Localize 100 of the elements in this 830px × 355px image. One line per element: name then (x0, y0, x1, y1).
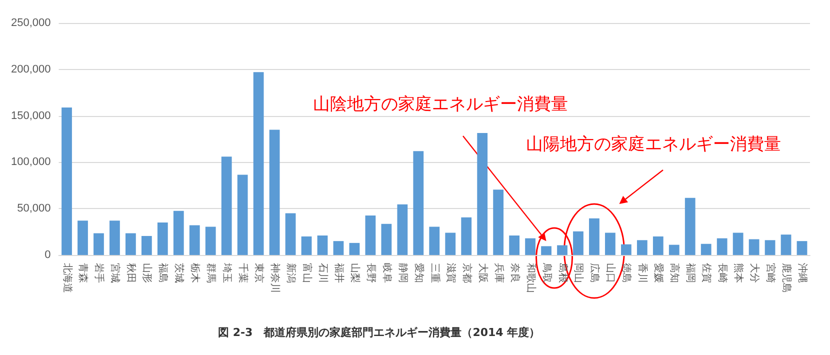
x-tick-label: 愛知 (412, 263, 425, 283)
x-tick-label: 奈良 (508, 263, 521, 283)
bar (189, 225, 200, 255)
x-tick-label: 和歌山 (524, 263, 537, 293)
x-tick-label: 静岡 (396, 263, 409, 283)
bar (333, 241, 344, 255)
x-tick-label: 滋賀 (444, 263, 457, 283)
bar (349, 242, 360, 255)
x-tick-label: 秋田 (125, 263, 138, 283)
x-tick-label: 佐賀 (700, 263, 713, 283)
bar (732, 232, 744, 255)
x-tick-label: 栃木 (189, 263, 202, 283)
y-tick-label: 100,000 (10, 156, 51, 168)
x-tick-label: 三重 (428, 263, 441, 283)
bar (668, 244, 680, 255)
x-tick-label: 石川 (316, 263, 329, 283)
bar (237, 174, 248, 255)
bar (173, 210, 184, 255)
x-tick-label: 京都 (460, 263, 473, 283)
bar (78, 220, 88, 255)
x-tick-label: 高知 (668, 263, 681, 283)
x-tick-label: 埼玉 (221, 262, 234, 283)
y-tick-label: 250,000 (10, 17, 51, 29)
bar (365, 216, 376, 255)
annotation: 山陽地方の家庭エネルギー消費量 (526, 134, 781, 154)
bar (301, 236, 312, 255)
bar (381, 224, 392, 255)
text: 図 2-3 都道府県別の家庭部門エネルギー消費量（2014 年度） (218, 326, 540, 339)
x-tick-label: 熊本 (732, 263, 745, 283)
bar (573, 231, 584, 255)
bar (125, 233, 136, 255)
bar (796, 241, 808, 255)
x-tick-label: 北海道 (61, 263, 74, 293)
x-tick-label: 茨城 (173, 263, 186, 283)
x-tick-label: 長野 (364, 263, 376, 283)
x-tick-label: 宮崎 (764, 263, 777, 283)
x-tick-label: 富山 (301, 263, 314, 283)
bar (221, 156, 232, 255)
bar (780, 234, 792, 255)
bar (445, 232, 456, 255)
x-tick-label: 新潟 (285, 263, 298, 283)
bar (636, 240, 648, 255)
x-tick-label: 福井 (332, 263, 345, 283)
bar (253, 72, 264, 255)
x-tick-label: 青森 (77, 263, 90, 283)
x-tick-label: 山梨 (348, 263, 361, 283)
y-tick-label: 50,000 (17, 202, 51, 215)
x-tick-label: 長崎 (716, 263, 729, 283)
bar (397, 204, 408, 255)
bar (269, 130, 280, 255)
x-tick-label: 島根 (556, 263, 569, 283)
x-tick-label: 岐阜 (380, 263, 393, 283)
x-tick-label: 鳥取 (540, 262, 553, 283)
x-tick-label: 徳島 (620, 263, 633, 283)
x-tick-label: 宮城 (109, 263, 122, 283)
x-tick-label: 千葉 (237, 263, 250, 283)
x-tick-label: 神奈川 (269, 263, 282, 293)
bar (764, 240, 776, 255)
bar (700, 244, 712, 255)
bar (557, 245, 568, 255)
x-tick-label: 東京 (253, 263, 266, 283)
bar (652, 236, 664, 255)
x-tick-label: 群馬 (205, 263, 218, 283)
bar (493, 190, 504, 255)
bar (62, 107, 72, 255)
bar (94, 233, 104, 255)
bar (589, 218, 600, 255)
bar (461, 217, 472, 255)
x-tick-label: 岩手 (93, 263, 106, 283)
bar (141, 236, 152, 255)
bar (205, 226, 216, 255)
y-tick-label: 0 (44, 249, 51, 261)
x-tick-label: 福岡 (684, 263, 697, 283)
bar (429, 226, 440, 255)
bar (317, 236, 328, 255)
x-tick-label: 沖縄 (796, 263, 809, 283)
bar (684, 198, 696, 255)
x-tick-label: 大阪 (476, 263, 489, 283)
bar (748, 239, 760, 255)
bar (509, 236, 520, 255)
x-tick-label: 山口 (604, 263, 617, 283)
bar (110, 220, 120, 255)
y-tick-label: 150,000 (10, 110, 51, 122)
bar (605, 232, 616, 255)
x-tick-label: 鹿児島 (780, 263, 793, 293)
bar (525, 238, 536, 255)
y-tick-label: 200,000 (10, 63, 51, 76)
bar (620, 244, 632, 255)
bar (285, 213, 296, 255)
bar (413, 151, 424, 255)
x-tick-label: 広島 (588, 263, 601, 283)
x-tick-label: 大分 (748, 263, 761, 283)
bar (541, 246, 552, 255)
x-tick-label: 香川 (636, 263, 649, 283)
x-tick-label: 山形 (141, 263, 154, 283)
x-tick-label: 岡山 (572, 263, 585, 283)
x-tick-label: 愛媛 (652, 263, 665, 283)
x-tick-label: 福島 (157, 263, 170, 283)
bar (716, 238, 728, 255)
annotation: 山陰地方の家庭エネルギー消費量 (313, 94, 568, 114)
